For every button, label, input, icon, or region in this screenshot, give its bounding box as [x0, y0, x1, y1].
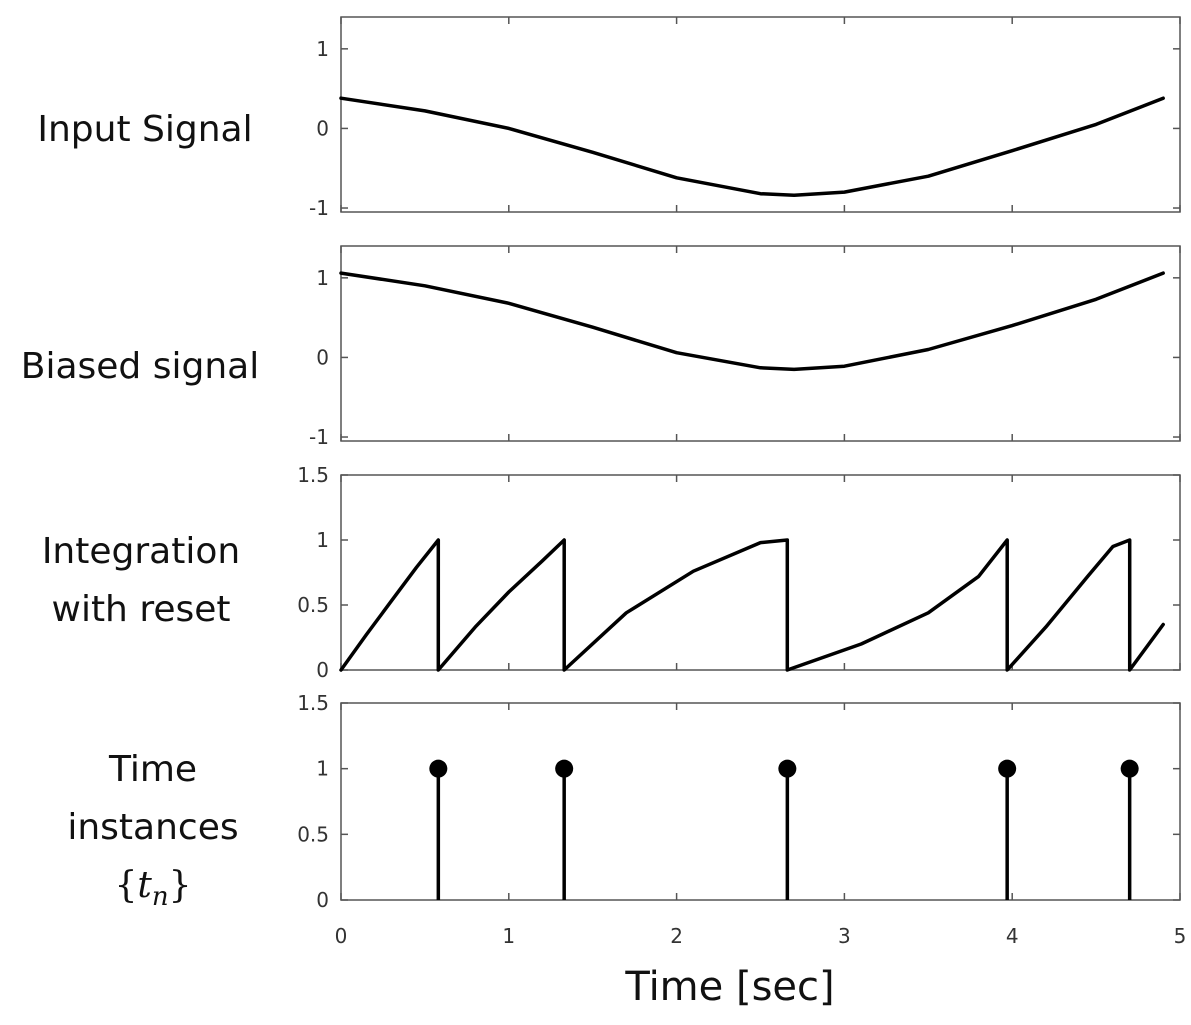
- y-tick-label: -1: [309, 425, 329, 449]
- x-tick-label: 2: [670, 924, 683, 948]
- series-line-integration-with-reset: [339, 538, 1165, 672]
- panel-integration-with-reset: 1.5 1 0.5 0: [297, 463, 1181, 682]
- x-tick-label: 5: [1174, 924, 1187, 948]
- x-tick-label: 3: [838, 924, 851, 948]
- y-tick-label: 1.5: [297, 463, 329, 487]
- plot-frame: [340, 702, 1181, 901]
- row-label-line: with reset: [51, 589, 231, 630]
- y-tick-label: 1: [316, 37, 329, 61]
- plot-frame: [340, 16, 1181, 213]
- row-label-integration-with-reset: Integration with reset: [10, 523, 272, 639]
- row-label-line: Biased signal: [20, 346, 260, 387]
- stem-marker: [998, 759, 1017, 778]
- row-label-biased-signal: Biased signal: [4, 338, 276, 396]
- y-tick-label: 1: [316, 266, 329, 290]
- x-tick-label: 1: [502, 924, 515, 948]
- y-tick-label: 1: [316, 528, 329, 552]
- y-tick-label: -1: [309, 196, 329, 220]
- row-label-line: Input Signal: [37, 109, 253, 150]
- time-instances-set-notation: {tn}: [114, 865, 192, 912]
- row-label-input-signal: Input Signal: [10, 101, 280, 159]
- plot-frame: [340, 245, 1181, 442]
- x-axis-label: Time [sec]: [625, 964, 835, 1010]
- stem-marker: [429, 759, 448, 778]
- y-tick-label: 0.5: [297, 593, 329, 617]
- y-tick-label: 1: [316, 757, 329, 781]
- y-tick-label: 0.5: [297, 822, 329, 846]
- stem-marker: [1120, 759, 1139, 778]
- y-tick-label: 0: [316, 888, 329, 912]
- series-line-biased-signal: [339, 271, 1165, 372]
- row-label-line: Time: [108, 749, 198, 790]
- y-tick-label: 0: [316, 345, 329, 369]
- x-tick-label: 4: [1006, 924, 1019, 948]
- series-line-input-signal: [339, 96, 1165, 198]
- plot-frame: [340, 474, 1181, 671]
- panel-time-instances: 1.5 1 0.5 00 1 2 3 4 5: [297, 691, 1186, 948]
- y-tick-label: 1.5: [297, 691, 329, 715]
- y-tick-label: 0: [316, 116, 329, 140]
- row-label-line: Integration: [41, 531, 241, 572]
- y-tick-label: 0: [316, 658, 329, 682]
- stem-marker: [778, 759, 797, 778]
- stem-marker: [555, 759, 574, 778]
- row-label-time-instances: Time instances {tn}: [20, 741, 286, 926]
- panel-input-signal: 1 0 -1: [309, 16, 1181, 220]
- panel-biased-signal: 1 0 -1: [309, 245, 1181, 449]
- row-label-line: instances: [67, 807, 239, 848]
- x-tick-label: 0: [335, 924, 348, 948]
